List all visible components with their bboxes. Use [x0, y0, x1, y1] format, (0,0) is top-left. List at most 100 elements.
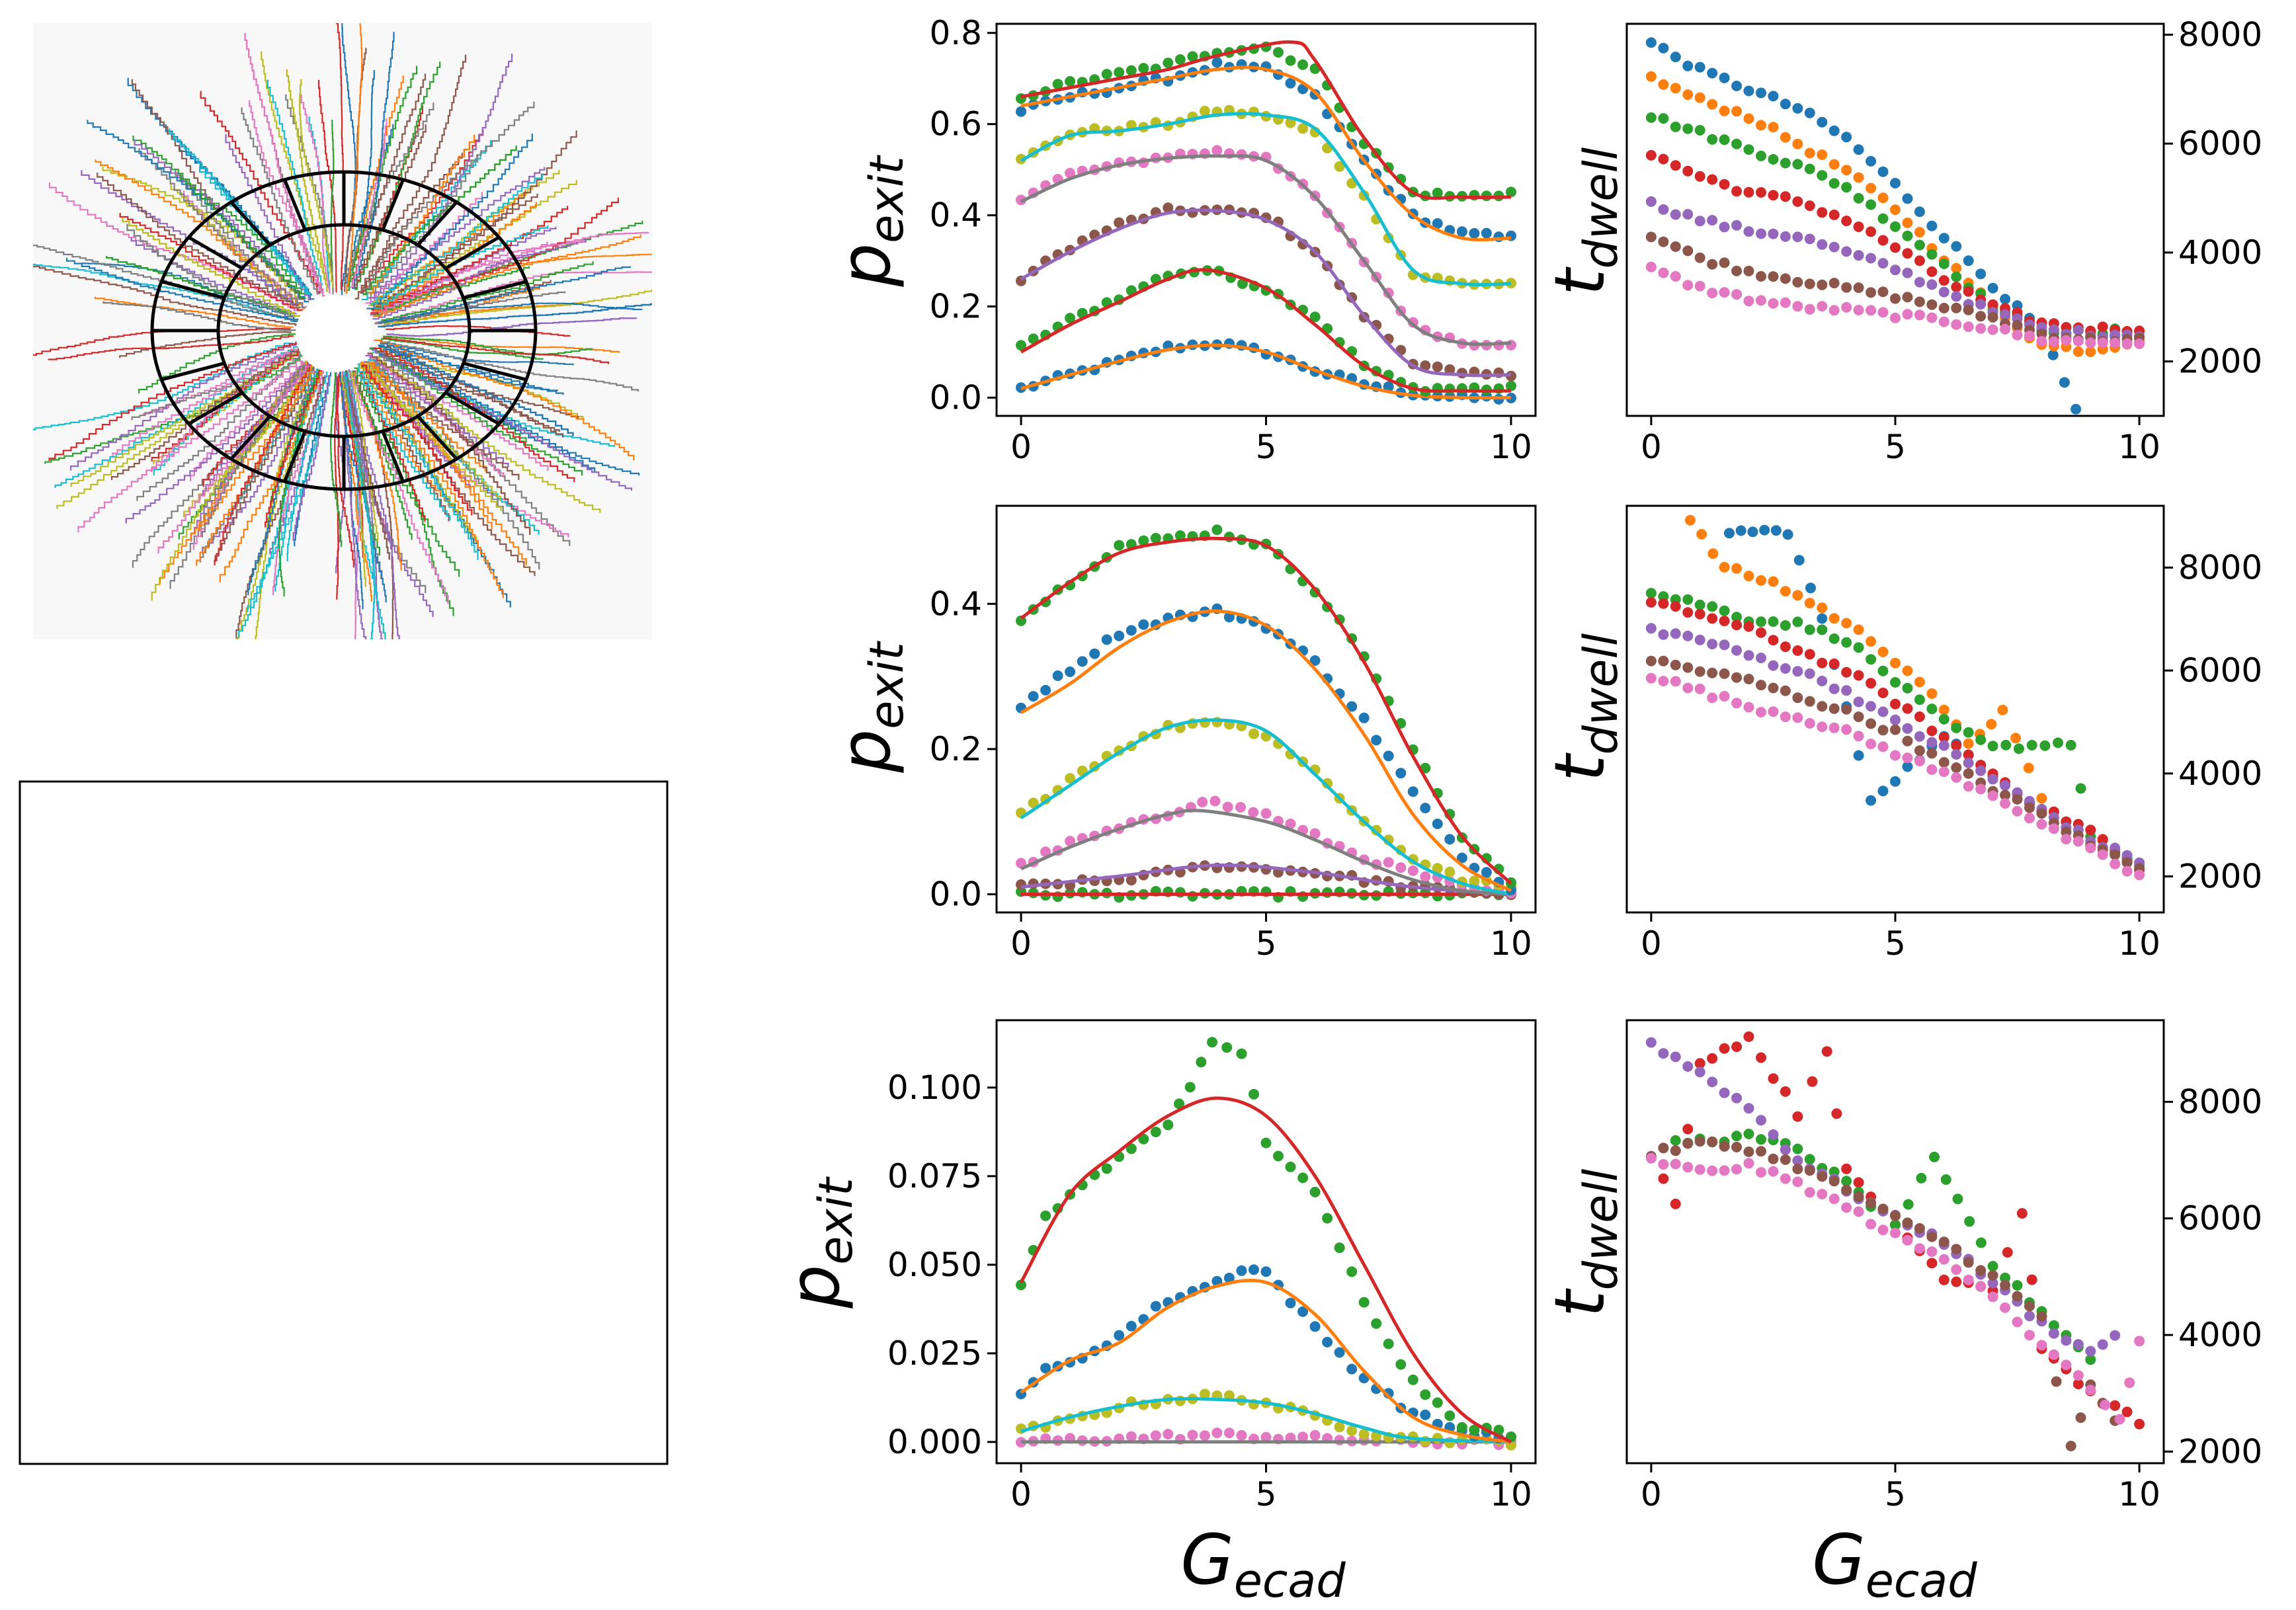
- track-path: [347, 75, 404, 286]
- data-point: [1828, 125, 1840, 136]
- data-point: [1756, 228, 1766, 239]
- y-tick-label: 0.0: [929, 875, 982, 914]
- data-point: [1016, 340, 1026, 351]
- track-path: [94, 296, 294, 328]
- x-tick-label: 10: [1490, 1475, 1532, 1513]
- data-point: [2075, 1412, 2086, 1424]
- data-point: [1707, 99, 1718, 110]
- data-point: [1493, 1424, 1504, 1435]
- track-path: [361, 363, 504, 598]
- data-point: [1334, 1242, 1345, 1254]
- series-0: [1685, 514, 2047, 804]
- track-path: [151, 360, 303, 472]
- data-point: [1987, 741, 1998, 752]
- data-point: [1150, 532, 1161, 543]
- data-point: [1719, 1141, 1730, 1152]
- y-tick-label: 6000: [2178, 1199, 2262, 1238]
- data-point: [1768, 190, 1779, 201]
- data-point: [1126, 1431, 1137, 1442]
- data-point: [1658, 1159, 1669, 1170]
- data-point: [1821, 1046, 1832, 1057]
- data-point: [1383, 750, 1394, 762]
- x-tick-label: 5: [1885, 428, 1906, 466]
- data-point: [1890, 221, 1901, 232]
- track-path: [143, 348, 298, 416]
- data-point: [1804, 649, 1815, 660]
- data-point: [1828, 209, 1840, 220]
- data-point: [1645, 1152, 1657, 1164]
- data-point: [1866, 795, 1877, 806]
- data-point: [2134, 1418, 2145, 1429]
- data-point: [1150, 1301, 1161, 1312]
- data-point: [1756, 120, 1766, 131]
- data-point: [2061, 1335, 2072, 1346]
- data-point: [1040, 1363, 1051, 1374]
- data-point: [1731, 620, 1742, 631]
- data-point: [1309, 311, 1321, 323]
- data-point: [1065, 76, 1076, 87]
- x-tick-label: 10: [1490, 924, 1532, 963]
- series-4: [1645, 623, 2145, 868]
- y-tick-label: 0.6: [929, 105, 982, 143]
- data-point: [1817, 1171, 1828, 1182]
- data-point: [1420, 1389, 1431, 1400]
- data-point: [1817, 239, 1828, 250]
- data-point: [1223, 612, 1235, 623]
- data-point: [1853, 670, 1864, 681]
- data-point: [1768, 228, 1779, 239]
- data-point: [1951, 762, 1962, 773]
- track-path: [345, 373, 400, 639]
- data-point: [1890, 714, 1901, 725]
- data-point: [1685, 514, 1696, 526]
- data-point: [1658, 1048, 1669, 1059]
- ring-spoke: [283, 179, 307, 231]
- data-point: [1249, 728, 1259, 739]
- data-point: [2000, 309, 2011, 320]
- data-point: [1817, 301, 1828, 312]
- data-point: [2134, 869, 2145, 881]
- track-path: [374, 202, 537, 311]
- data-point: [1938, 1236, 1949, 1248]
- track-path: [380, 342, 564, 395]
- data-point: [1028, 691, 1039, 702]
- data-point: [2012, 805, 2023, 817]
- data-point: [2000, 798, 2011, 809]
- data-point: [2121, 1406, 2133, 1418]
- data-point: [1890, 698, 1901, 709]
- data-point: [2134, 1336, 2145, 1347]
- data-point: [1028, 333, 1039, 344]
- data-point: [1743, 1158, 1754, 1169]
- data-point: [1670, 52, 1681, 63]
- ring-spoke: [381, 179, 405, 231]
- data-point: [1926, 1231, 1938, 1242]
- data-point: [2036, 819, 2047, 830]
- data-point: [1707, 1136, 1718, 1147]
- track-path: [383, 341, 574, 366]
- track-path: [119, 213, 303, 311]
- radial-tracks-image: [33, 23, 652, 639]
- data-point: [1211, 524, 1223, 536]
- chart-tdwell-row3: 0 5 10 2000 4000 6000 8000: [1625, 1019, 2262, 1513]
- data-point: [1371, 735, 1382, 746]
- fit-line: [1020, 809, 1512, 896]
- data-point: [1938, 740, 1949, 751]
- plot-marks: [1645, 514, 2145, 881]
- data-point: [1792, 159, 1803, 170]
- data-point: [1682, 682, 1694, 694]
- data-point: [1694, 280, 1705, 292]
- data-point: [1432, 218, 1443, 229]
- data-point: [1975, 1265, 1987, 1276]
- data-point: [1670, 628, 1681, 639]
- track-path: [33, 327, 291, 356]
- data-point: [1040, 684, 1051, 696]
- data-point: [1853, 711, 1864, 723]
- data-point: [1444, 1410, 1456, 1422]
- data-point: [1987, 1277, 1998, 1289]
- data-point: [2026, 740, 2037, 750]
- data-point: [1890, 657, 1901, 668]
- data-point: [1645, 1037, 1657, 1048]
- series-5: [1016, 524, 1516, 888]
- data-point: [2012, 1291, 2023, 1302]
- data-point: [1951, 241, 1962, 252]
- series-4: [1645, 1152, 2145, 1425]
